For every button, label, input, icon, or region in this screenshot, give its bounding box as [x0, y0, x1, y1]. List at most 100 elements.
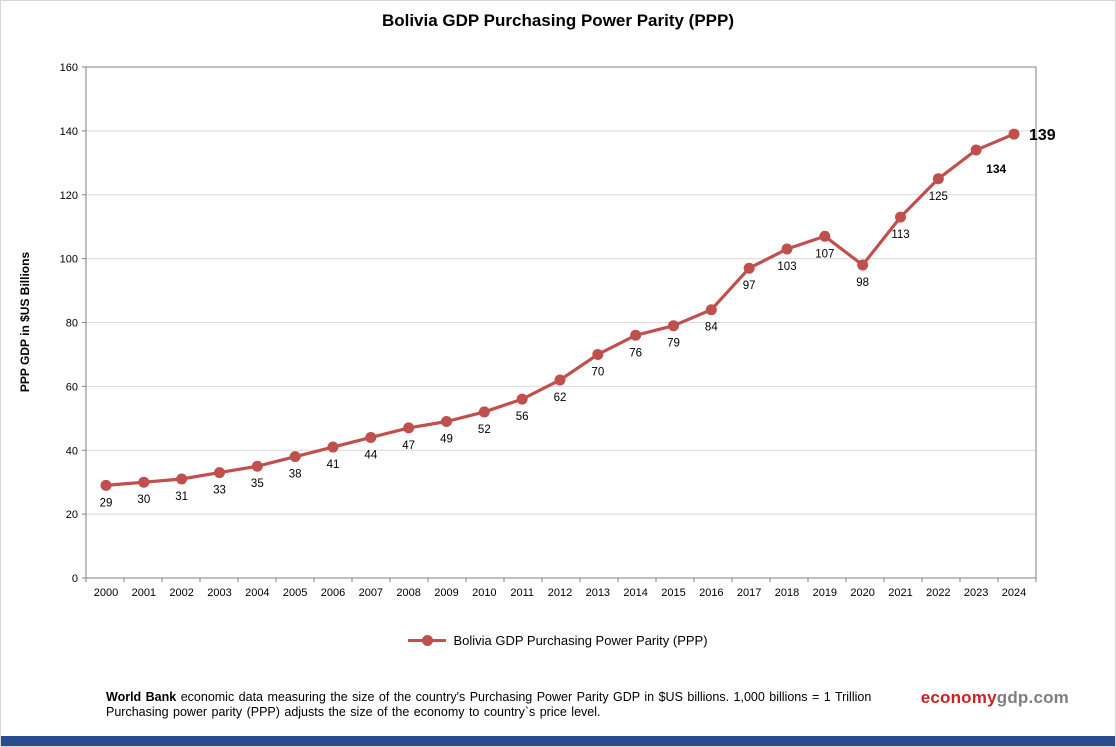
data-point — [251, 460, 263, 472]
x-axis-label: 2003 — [207, 587, 231, 599]
y-axis-tick-label: 100 — [60, 254, 78, 266]
data-point — [554, 374, 566, 386]
gdp-line — [104, 132, 1016, 487]
data-label: 113 — [891, 229, 909, 241]
data-label: 70 — [591, 366, 604, 378]
branding-logo: economygdp.com — [921, 688, 1069, 708]
data-label: 44 — [364, 449, 377, 461]
data-point — [970, 144, 982, 156]
legend-dot-icon — [422, 635, 434, 646]
chart-legend: Bolivia GDP Purchasing Power Parity (PPP… — [1, 633, 1115, 648]
y-axis-tick-label: 140 — [60, 126, 78, 138]
data-label: 30 — [137, 494, 150, 506]
x-axis-label: 2013 — [586, 587, 610, 599]
data-point — [592, 348, 604, 360]
x-axis-label: 2009 — [434, 587, 458, 599]
x-axis-label: 2021 — [888, 587, 912, 599]
x-axis-label: 2007 — [359, 587, 383, 599]
x-axis-label: 2019 — [813, 587, 837, 599]
x-axis-label: 2024 — [1002, 587, 1026, 599]
footer-text-line2: Purchasing power parity (PPP) adjusts th… — [106, 704, 601, 719]
y-axis-tick-label: 20 — [66, 509, 78, 521]
data-label: 107 — [815, 248, 834, 260]
y-axis-tick-label: 40 — [66, 445, 78, 457]
data-label: 79 — [667, 338, 680, 350]
y-axis-tick-label: 80 — [66, 318, 78, 330]
brand-part-gdp: gdp — [996, 688, 1029, 707]
data-point — [1008, 128, 1020, 140]
data-label: 31 — [175, 491, 188, 503]
footer-note: World Bank economic data measuring the s… — [106, 690, 916, 720]
legend-line-marker-icon — [408, 635, 447, 646]
data-label: 84 — [705, 322, 718, 334]
data-label: 134 — [986, 162, 1006, 176]
data-point — [100, 479, 112, 491]
footer-text-line1: economic data measuring the size of the … — [176, 689, 872, 704]
x-axis-label: 2012 — [548, 587, 572, 599]
y-axis-tick-label: 160 — [60, 62, 78, 74]
y-axis-tick-label: 0 — [72, 573, 78, 585]
data-point — [176, 473, 188, 485]
data-label: 38 — [289, 469, 302, 481]
data-point — [365, 431, 377, 443]
plot-border — [85, 66, 1037, 579]
data-point — [403, 422, 415, 434]
data-point — [478, 406, 490, 418]
footer-source-name: World Bank — [106, 689, 177, 704]
data-point — [705, 304, 717, 316]
data-label: 103 — [777, 261, 796, 273]
x-axis-label: 2006 — [321, 587, 345, 599]
data-label: 52 — [478, 424, 491, 436]
x-axis-label: 2017 — [737, 587, 761, 599]
data-label: 139 — [1029, 127, 1056, 144]
line-chart: 0 20 40 60 80 100 120 140 160 2000 2001 2002 2003 200… — [60, 62, 1056, 599]
data-point — [289, 451, 301, 463]
x-axis-label: 2011 — [510, 587, 534, 599]
data-point — [630, 329, 642, 341]
data-label: 47 — [402, 440, 415, 452]
data-point — [138, 476, 150, 488]
data-label: 35 — [251, 478, 264, 490]
x-axis-label: 2008 — [396, 587, 420, 599]
data-label: 97 — [743, 280, 756, 292]
data-point — [214, 467, 225, 479]
x-axis-label: 2014 — [623, 587, 647, 599]
data-label: 41 — [327, 459, 340, 471]
x-axis-label: 2004 — [245, 587, 269, 599]
legend-label: Bolivia GDP Purchasing Power Parity (PPP… — [453, 633, 708, 648]
page-title: Bolivia GDP Purchasing Power Parity (PPP… — [381, 11, 735, 30]
x-axis-label: 2010 — [472, 587, 496, 599]
x-axis-label: 2018 — [775, 587, 799, 599]
x-axis-label: 2020 — [850, 587, 874, 599]
data-label: 98 — [856, 277, 869, 289]
data-point — [857, 259, 869, 271]
data-label: 125 — [929, 191, 948, 203]
x-axis-label: 2023 — [964, 587, 988, 599]
data-label: 49 — [440, 434, 453, 446]
data-label: 33 — [213, 485, 226, 497]
x-axis-label: 2000 — [94, 587, 118, 599]
y-axis-tick-label: 120 — [60, 190, 78, 202]
data-point — [441, 416, 452, 428]
brand-part-com: .com — [1028, 688, 1069, 707]
data-label: 62 — [554, 392, 567, 404]
data-point — [895, 211, 906, 223]
data-point — [819, 230, 831, 242]
x-axis-label: 2002 — [169, 587, 193, 599]
x-axis-label: 2001 — [132, 587, 156, 599]
data-point — [932, 173, 944, 185]
data-label: 29 — [100, 497, 113, 509]
x-axis-label: 2016 — [699, 587, 723, 599]
x-axis-label: 2015 — [661, 587, 685, 599]
brand-part-economy: economy — [920, 688, 997, 707]
data-label: 56 — [516, 411, 529, 423]
data-point — [516, 393, 528, 405]
data-point — [781, 243, 793, 255]
x-axis-label: 2005 — [283, 587, 307, 599]
data-point — [668, 320, 679, 332]
data-label: 76 — [629, 347, 642, 359]
y-axis-tick-label: 60 — [66, 381, 78, 393]
bottom-bar — [1, 736, 1115, 746]
data-point — [327, 441, 339, 453]
